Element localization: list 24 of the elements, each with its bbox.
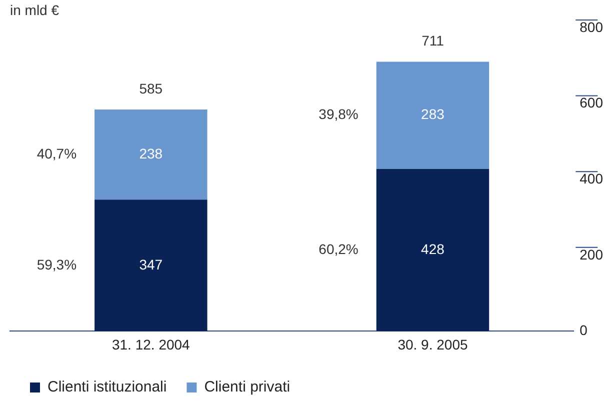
- data-label: 283: [421, 106, 445, 122]
- annotation: 59,3%: [36, 256, 77, 272]
- data-label: 347: [139, 256, 163, 272]
- x-tick-label: 31. 12. 2004: [112, 336, 190, 352]
- y-tick-label: 600: [580, 94, 604, 111]
- bar: [376, 168, 490, 332]
- annotation: 39,8%: [318, 106, 358, 122]
- chart-title: in mld €: [10, 2, 60, 18]
- y-tick-label: 0: [580, 322, 588, 338]
- total-label: 585: [139, 80, 163, 96]
- total-label: 711: [422, 32, 444, 49]
- data-label: 428: [421, 240, 445, 257]
- x-tick-label: 30. 9. 2005: [398, 336, 468, 352]
- bar: [376, 62, 490, 169]
- legend-label: Clienti privati: [204, 378, 290, 396]
- bar: [94, 200, 208, 332]
- bar: [94, 109, 208, 200]
- annotation: 40,7%: [36, 145, 77, 162]
- y-tick-label: 800: [580, 18, 604, 35]
- y-tick-label: 200: [580, 246, 604, 262]
- y-tick-label: 400: [580, 170, 604, 186]
- annotation: 60,2%: [318, 240, 358, 257]
- data-label: 238: [139, 145, 163, 162]
- legend-label: Clienti istituzionali: [48, 378, 167, 396]
